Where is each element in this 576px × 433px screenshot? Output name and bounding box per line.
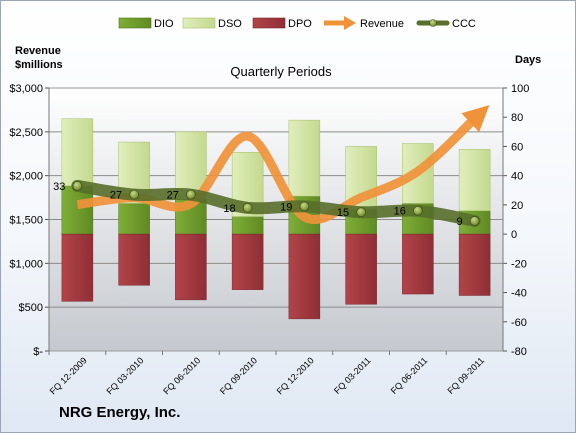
- ccc-label: 27: [110, 190, 122, 202]
- category-label: FQ 03-2010: [105, 355, 146, 396]
- category-label: FQ 12-2009: [48, 355, 89, 396]
- left-tick-label: $500: [19, 302, 43, 314]
- bar-dio: [231, 216, 264, 235]
- legend-swatch: [118, 17, 152, 29]
- bar-dpo: [345, 233, 377, 305]
- legend-label: DSO: [218, 18, 242, 30]
- legend-swatch: [182, 17, 216, 29]
- right-tick-label: -60: [511, 317, 527, 329]
- right-tick-label: 20: [511, 200, 523, 212]
- ccc-label: 18: [223, 203, 235, 215]
- left-axis-label-line1: Revenue: [15, 45, 61, 57]
- left-tick-label: $-: [33, 346, 43, 358]
- legend-label: DIO: [154, 18, 174, 30]
- category-label: FQ 12-2010: [275, 355, 316, 396]
- legend-item-revenue: Revenue: [324, 16, 404, 30]
- company-name: NRG Energy, Inc.: [59, 404, 180, 421]
- legend-item-dio: DIO: [118, 17, 174, 30]
- left-tick-label: $2,000: [9, 171, 43, 183]
- chart-title: Quarterly Periods: [230, 64, 332, 79]
- legend-dot: [429, 19, 437, 27]
- bar-dpo: [458, 233, 491, 296]
- ccc-label: 16: [394, 206, 406, 218]
- ccc-point: [356, 207, 367, 218]
- ccc-label: 33: [53, 181, 65, 193]
- right-tick-label: 100: [511, 83, 529, 95]
- left-axis-label-line2: $millions: [15, 59, 63, 71]
- legend-label: Revenue: [360, 18, 404, 30]
- left-tick-label: $1,000: [9, 258, 43, 270]
- category-label: FQ 06-2010: [161, 355, 202, 396]
- right-tick-label: -20: [511, 258, 527, 270]
- ccc-label: 19: [280, 201, 292, 213]
- ccc-point: [72, 180, 83, 191]
- legend-label: DPO: [288, 18, 312, 30]
- ccc-label: 15: [337, 207, 349, 219]
- legend-item-dpo: DPO: [252, 17, 312, 30]
- bar-dpo: [402, 233, 434, 295]
- category-label: FQ 06-2011: [389, 355, 430, 396]
- ccc-label: 9: [457, 216, 463, 228]
- ccc-label: 27: [167, 190, 179, 202]
- ccc-point: [129, 189, 140, 200]
- bar-dio: [118, 203, 150, 235]
- bar-dso: [61, 118, 94, 187]
- ccc-point: [185, 189, 196, 200]
- bar-dpo: [288, 233, 321, 320]
- legend-arrowhead: [344, 16, 356, 30]
- bar-dpo: [231, 233, 264, 290]
- bar-dio: [61, 185, 94, 235]
- legend-label: CCC: [452, 18, 476, 30]
- right-tick-label: -80: [511, 346, 527, 358]
- bar-dpo: [118, 233, 150, 286]
- ccc-point: [469, 216, 480, 226]
- ccc-point: [412, 205, 423, 216]
- right-tick-label: 80: [511, 112, 523, 124]
- bar-dso: [458, 149, 491, 211]
- bar-dpo: [175, 233, 207, 301]
- ccc-point: [242, 202, 253, 213]
- category-label: FQ 03-2011: [332, 355, 373, 396]
- bar-dpo: [61, 233, 94, 302]
- category-label: FQ 09-2010: [218, 355, 259, 396]
- category-label: FQ 09-2011: [445, 355, 486, 396]
- left-tick-label: $2,500: [9, 127, 43, 139]
- right-axis-label: Days: [515, 54, 541, 66]
- lines: 33 27 27 18 19 15 16 9: [53, 105, 490, 228]
- legend-item-ccc: CCC: [416, 18, 476, 30]
- legend: DIO DSO DPO Revenue CCC: [118, 16, 476, 30]
- left-tick-label: $1,500: [9, 215, 43, 227]
- bars: [61, 118, 491, 320]
- left-tick-label: $3,000: [9, 83, 43, 95]
- legend-item-dso: DSO: [182, 17, 242, 30]
- right-tick-label: 0: [511, 229, 517, 241]
- right-tick-label: 60: [511, 141, 523, 153]
- right-tick-label: 40: [511, 171, 523, 183]
- legend-swatch: [252, 17, 286, 29]
- bar-dso: [288, 119, 321, 197]
- right-tick-label: -40: [511, 288, 527, 300]
- ccc-point: [299, 201, 310, 212]
